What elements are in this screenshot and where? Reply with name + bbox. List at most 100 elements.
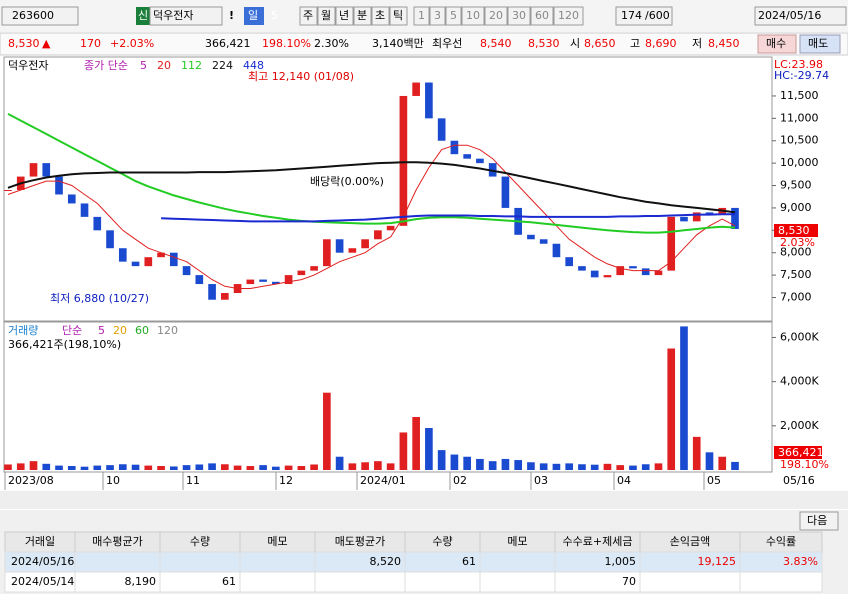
candle — [131, 261, 140, 267]
minute-button[interactable] — [413, 6, 430, 26]
volume-bar — [361, 462, 369, 470]
minute-button[interactable] — [461, 6, 485, 26]
cell — [479, 551, 556, 573]
stock-name: 덕우전자 — [153, 9, 193, 22]
candle — [692, 212, 701, 222]
minute-button[interactable] — [530, 6, 554, 26]
candle — [272, 281, 280, 285]
high: 8,690 — [645, 37, 677, 50]
period-button[interactable] — [299, 6, 318, 26]
legend-ma: 20 — [157, 59, 171, 72]
x-tick-label: 05/16 — [783, 474, 815, 487]
volume-bar — [118, 464, 127, 470]
alert[interactable]: ! — [229, 9, 234, 22]
period-button[interactable] — [389, 6, 408, 26]
volume-bar — [399, 432, 408, 470]
code-box[interactable] — [1, 6, 79, 26]
cell-text: 61 — [222, 575, 236, 588]
scrollbar[interactable] — [0, 491, 848, 509]
volume-bar — [488, 461, 497, 470]
name-box[interactable] — [149, 6, 223, 26]
minute-button[interactable] — [507, 6, 531, 26]
annot-exdiv: 배당락(0.00%) — [310, 175, 384, 188]
volume-bar — [246, 466, 255, 470]
chart-layer: 7,0007,5008,0008,5009,0009,50010,00010,5… — [4, 59, 819, 490]
minute-button[interactable] — [429, 6, 446, 26]
volume-bar — [412, 416, 420, 470]
date-box[interactable] — [754, 6, 847, 26]
period[interactable]: 일 — [248, 8, 258, 22]
volume-bar — [220, 464, 229, 470]
badge: 신 — [138, 9, 148, 22]
x-tick-label: 04 — [617, 474, 631, 487]
candle — [680, 216, 688, 222]
period-button[interactable] — [371, 6, 390, 26]
vol-ma-title: 단순 — [62, 324, 82, 337]
candle — [578, 266, 586, 271]
header-label: 수수료+제세금 — [563, 535, 633, 548]
cell-text: 19,125 — [698, 555, 737, 568]
volume-bar — [629, 465, 637, 470]
amount: 3,140백만 — [372, 37, 424, 50]
lc: LC:23.98 — [774, 58, 823, 71]
header-label: 매도평균가 — [335, 535, 386, 548]
candle — [335, 239, 344, 253]
volume-bar — [552, 463, 561, 470]
candle — [157, 252, 165, 258]
next-button[interactable] — [799, 511, 839, 531]
volume-bar — [603, 463, 612, 470]
legend-ma-title: 종가 단순 — [84, 59, 128, 72]
best: 최우선 — [432, 37, 462, 50]
volume-bar — [106, 465, 114, 470]
period-n[interactable]: 5 — [271, 9, 278, 22]
candle — [450, 140, 459, 155]
open: 8,650 — [584, 37, 616, 50]
volume-bar — [374, 461, 382, 470]
volume-bar — [80, 466, 89, 470]
period-button[interactable] — [353, 6, 372, 26]
minute-button[interactable] — [484, 6, 508, 26]
period-button[interactable] — [335, 6, 354, 26]
header-label: 손익금액 — [670, 535, 710, 548]
candle — [641, 268, 650, 276]
volume-bar — [437, 450, 446, 470]
volume-bar — [335, 456, 344, 470]
period-option: 틱 — [393, 9, 403, 22]
vol-legend-ma: 60 — [135, 324, 149, 337]
y-tick-label: 10,500 — [780, 134, 819, 147]
cell — [404, 571, 481, 593]
price: 8,530 — [8, 37, 40, 50]
minute-button[interactable] — [445, 6, 462, 26]
count-max: /600 — [645, 9, 670, 22]
candle — [246, 279, 255, 285]
minute-button[interactable] — [553, 6, 584, 26]
x-tick-label: 05 — [707, 474, 721, 487]
volume-bar — [67, 466, 76, 470]
volume-bar — [692, 436, 701, 470]
volume-bar — [450, 454, 459, 470]
table: 거래일 매수평균가 수량 메모 매도평균가 수량 메모 수수료+제세금 손익금액 수익률 2024/… — [4, 531, 823, 593]
candle — [654, 270, 663, 276]
volume-bar — [667, 348, 676, 470]
period-button[interactable] — [317, 6, 336, 26]
period-bg — [244, 7, 264, 25]
ma-line — [7, 144, 736, 289]
cell-text: 61 — [462, 555, 476, 568]
candle — [565, 257, 574, 267]
price-tag-label: 8,530 — [778, 224, 810, 237]
volume-bar — [42, 463, 51, 470]
buy-button[interactable] — [757, 34, 797, 54]
volume-bar — [323, 392, 331, 470]
low: 8,450 — [708, 37, 740, 50]
volume-bar — [297, 466, 306, 470]
candle — [348, 248, 357, 253]
volume-bar — [680, 326, 688, 470]
next-label: 다음 — [807, 514, 827, 527]
y-tick-label: 9,500 — [780, 179, 812, 192]
x-tick-label: 11 — [186, 474, 200, 487]
minute-option: 120 — [558, 9, 579, 22]
period-option: 월 — [321, 9, 331, 22]
volume-bar — [578, 464, 586, 470]
annot-low: 최저 6,880 (10/27) — [50, 292, 149, 305]
sell-button[interactable] — [799, 34, 841, 54]
